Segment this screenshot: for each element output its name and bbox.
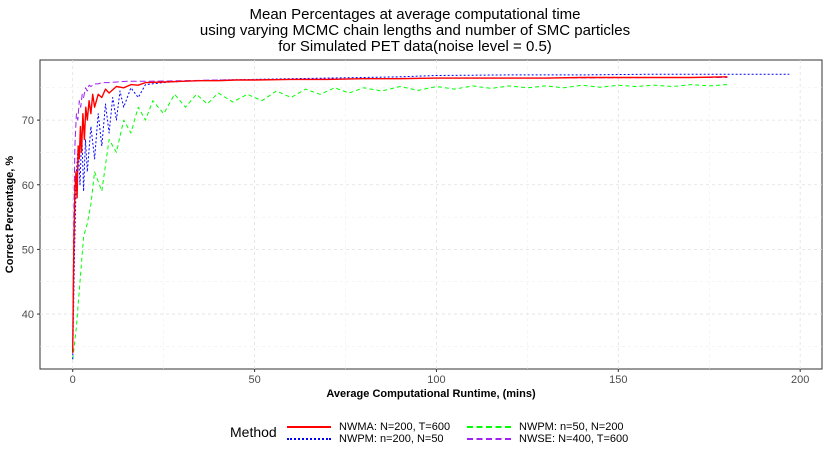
plot-panel bbox=[39, 59, 823, 370]
grid-lines bbox=[40, 60, 822, 369]
x-tick-label: 0 bbox=[70, 374, 76, 386]
legend-key-nwma bbox=[287, 426, 331, 428]
y-tick-label: 70 bbox=[22, 115, 34, 127]
chart-title-line-1: Mean Percentages at average computationa… bbox=[249, 6, 581, 23]
y-tick-label: 40 bbox=[22, 309, 34, 321]
x-tick-label: 50 bbox=[248, 374, 260, 386]
legend-label-nwse: NWSE: N=400, T=600 bbox=[519, 433, 629, 445]
series-layer bbox=[72, 73, 790, 360]
legend-key-nwse bbox=[467, 438, 511, 440]
legend-label-nwpm-50-200: NWPM: n=50, N=200 bbox=[519, 421, 624, 433]
x-tick-label: 200 bbox=[791, 374, 809, 386]
legend-key-nwpm-50-200 bbox=[467, 426, 511, 428]
axes: 0 50 100 150 200 40 50 60 70 bbox=[22, 115, 810, 386]
series-line-2 bbox=[72, 84, 728, 360]
x-tick-label: 100 bbox=[427, 374, 445, 386]
legend-label-nwpm-200-50: NWPM: n=200, N=50 bbox=[339, 433, 444, 445]
chart-title-line-3: for Simulated PET data(noise level = 0.5… bbox=[278, 38, 552, 55]
x-tick-label: 150 bbox=[609, 374, 627, 386]
y-axis-label: Correct Percentage, % bbox=[4, 156, 16, 274]
legend-key-nwpm-200-50 bbox=[287, 438, 331, 440]
series-line-1 bbox=[72, 73, 790, 360]
series-line-3 bbox=[72, 77, 728, 353]
x-axis-label: Average Computational Runtime, (mins) bbox=[326, 388, 536, 400]
chart-title-line-2: using varying MCMC chain lengths and num… bbox=[199, 22, 631, 39]
legend-label-nwma: NWMA: N=200, T=600 bbox=[339, 421, 451, 433]
y-tick-label: 60 bbox=[22, 180, 34, 192]
legend-title: Method bbox=[230, 424, 277, 440]
y-tick-label: 50 bbox=[22, 244, 34, 256]
series-line-0 bbox=[72, 76, 728, 353]
